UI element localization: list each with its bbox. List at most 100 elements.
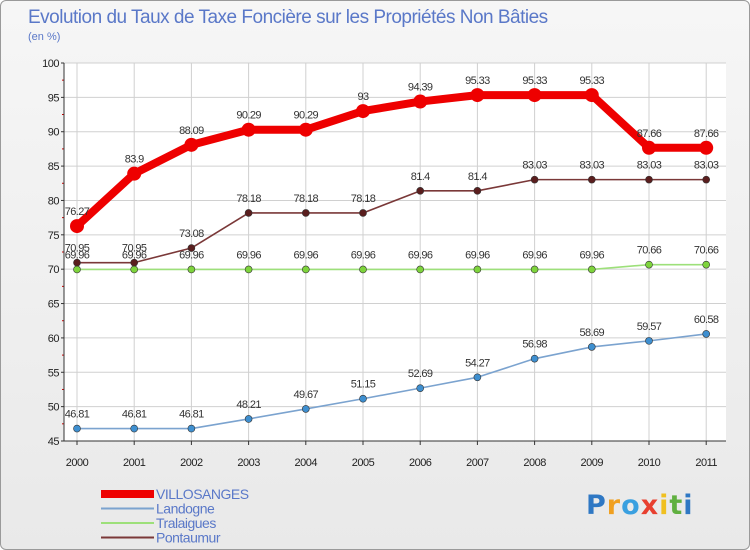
y-tick-label: 65 bbox=[48, 299, 60, 311]
y-tick-label: 85 bbox=[48, 161, 60, 173]
legend-label-tralaigues: Tralaigues bbox=[156, 515, 216, 531]
y-tick-label: 50 bbox=[48, 402, 60, 414]
data-point-tralaigues bbox=[530, 265, 539, 274]
data-point-pontaumur bbox=[530, 175, 539, 184]
data-label-pontaumur: 83.03 bbox=[522, 160, 547, 172]
data-label-pontaumur: 81.4 bbox=[468, 171, 487, 183]
data-label-villosanges: 95.33 bbox=[522, 75, 547, 87]
x-tick-label: 2008 bbox=[523, 457, 546, 469]
data-label-pontaumur: 70.95 bbox=[65, 243, 90, 255]
data-label-villosanges: 94.39 bbox=[408, 82, 433, 94]
y-tick-label: 75 bbox=[48, 230, 60, 242]
x-tick-label: 2004 bbox=[295, 457, 318, 469]
data-point-pontaumur bbox=[587, 175, 596, 184]
y-tick-label: 70 bbox=[48, 264, 60, 276]
data-point-tralaigues bbox=[130, 265, 138, 274]
data-label-landogne: 56.98 bbox=[522, 339, 547, 351]
data-label-landogne: 46.81 bbox=[122, 409, 147, 421]
data-point-tralaigues bbox=[359, 265, 367, 274]
data-point-villosanges bbox=[70, 219, 84, 234]
y-tick-label: 80 bbox=[48, 195, 60, 207]
x-tick-label: 2010 bbox=[638, 457, 661, 469]
data-point-pontaumur bbox=[416, 187, 425, 195]
data-label-tralaigues: 69.96 bbox=[522, 249, 547, 261]
logo-letter: x bbox=[640, 490, 660, 521]
data-label-villosanges: 83.9 bbox=[125, 154, 144, 166]
y-tick-label: 45 bbox=[48, 436, 60, 448]
data-label-landogne: 52.69 bbox=[408, 368, 433, 380]
logo-letter: i bbox=[659, 490, 670, 521]
x-tick-label: 2000 bbox=[66, 457, 89, 469]
data-point-tralaigues bbox=[187, 265, 196, 274]
data-label-tralaigues: 69.96 bbox=[465, 249, 490, 261]
data-label-pontaumur: 81.4 bbox=[411, 171, 430, 183]
data-label-tralaigues: 69.96 bbox=[65, 249, 90, 261]
data-label-tralaigues: 69.96 bbox=[408, 249, 433, 261]
data-point-tralaigues bbox=[587, 265, 596, 274]
data-label-pontaumur: 83.03 bbox=[580, 160, 605, 172]
x-tick-label: 2003 bbox=[237, 457, 260, 469]
data-point-landogne bbox=[530, 354, 539, 363]
data-label-landogne: 46.81 bbox=[65, 409, 90, 421]
data-point-tralaigues bbox=[473, 265, 482, 274]
data-label-landogne: 60.58 bbox=[694, 314, 719, 326]
data-point-pontaumur bbox=[645, 175, 653, 184]
data-point-tralaigues bbox=[645, 260, 653, 269]
series-line-villosanges bbox=[73, 91, 711, 231]
data-label-pontaumur: 78.18 bbox=[236, 193, 261, 205]
data-label-tralaigues: 69.96 bbox=[179, 249, 204, 261]
data-point-landogne bbox=[73, 424, 81, 433]
data-point-villosanges bbox=[527, 88, 542, 103]
data-point-landogne bbox=[416, 384, 425, 392]
x-tick-label: 2001 bbox=[123, 457, 146, 469]
data-label-villosanges: 88.09 bbox=[179, 125, 204, 137]
y-tick-label: 60 bbox=[48, 333, 60, 345]
series-line-landogne bbox=[76, 333, 708, 430]
data-point-tralaigues bbox=[416, 265, 425, 274]
logo-letter: o bbox=[621, 490, 641, 521]
data-point-villosanges bbox=[298, 122, 313, 137]
data-point-villosanges bbox=[356, 104, 370, 119]
data-label-villosanges: 90.29 bbox=[236, 110, 261, 122]
data-label-landogne: 48.21 bbox=[236, 399, 261, 411]
logo-letter: r bbox=[606, 490, 622, 521]
data-label-tralaigues: 69.96 bbox=[580, 249, 605, 261]
data-point-villosanges bbox=[127, 166, 142, 181]
x-tick-label: 2006 bbox=[409, 457, 432, 469]
data-label-landogne: 54.27 bbox=[465, 357, 490, 369]
y-tick-label: 95 bbox=[48, 92, 60, 104]
data-point-villosanges bbox=[470, 88, 485, 103]
data-point-tralaigues bbox=[244, 265, 253, 274]
y-tick-label: 100 bbox=[42, 58, 59, 70]
proxiti-logo: Proxiti bbox=[586, 490, 694, 521]
data-point-pontaumur bbox=[702, 175, 711, 184]
data-point-landogne bbox=[301, 405, 310, 413]
data-point-villosanges bbox=[241, 122, 256, 137]
data-label-landogne: 51.15 bbox=[351, 379, 376, 391]
logo-letter: t bbox=[669, 490, 684, 521]
data-point-landogne bbox=[645, 337, 653, 345]
data-label-pontaumur: 78.18 bbox=[351, 193, 376, 205]
data-label-landogne: 49.67 bbox=[294, 389, 319, 401]
data-label-villosanges: 76.27 bbox=[65, 206, 90, 218]
data-point-landogne bbox=[702, 330, 711, 338]
data-point-landogne bbox=[473, 373, 482, 382]
logo-letter: i bbox=[683, 490, 694, 521]
data-point-landogne bbox=[187, 424, 196, 433]
data-label-villosanges: 93 bbox=[357, 91, 369, 103]
y-tick-label: 55 bbox=[48, 367, 60, 379]
data-label-tralaigues: 69.96 bbox=[351, 249, 376, 261]
data-point-landogne bbox=[587, 343, 596, 351]
data-point-pontaumur bbox=[73, 258, 81, 267]
data-point-villosanges bbox=[584, 88, 599, 103]
data-label-tralaigues: 69.96 bbox=[236, 249, 261, 261]
x-tick-label: 2011 bbox=[695, 457, 717, 469]
data-point-tralaigues bbox=[702, 260, 711, 269]
data-label-pontaumur: 83.03 bbox=[694, 160, 719, 172]
data-label-pontaumur: 78.18 bbox=[294, 193, 319, 205]
data-label-pontaumur: 83.03 bbox=[637, 160, 662, 172]
x-tick-label: 2005 bbox=[352, 457, 375, 469]
data-point-villosanges bbox=[413, 94, 428, 109]
